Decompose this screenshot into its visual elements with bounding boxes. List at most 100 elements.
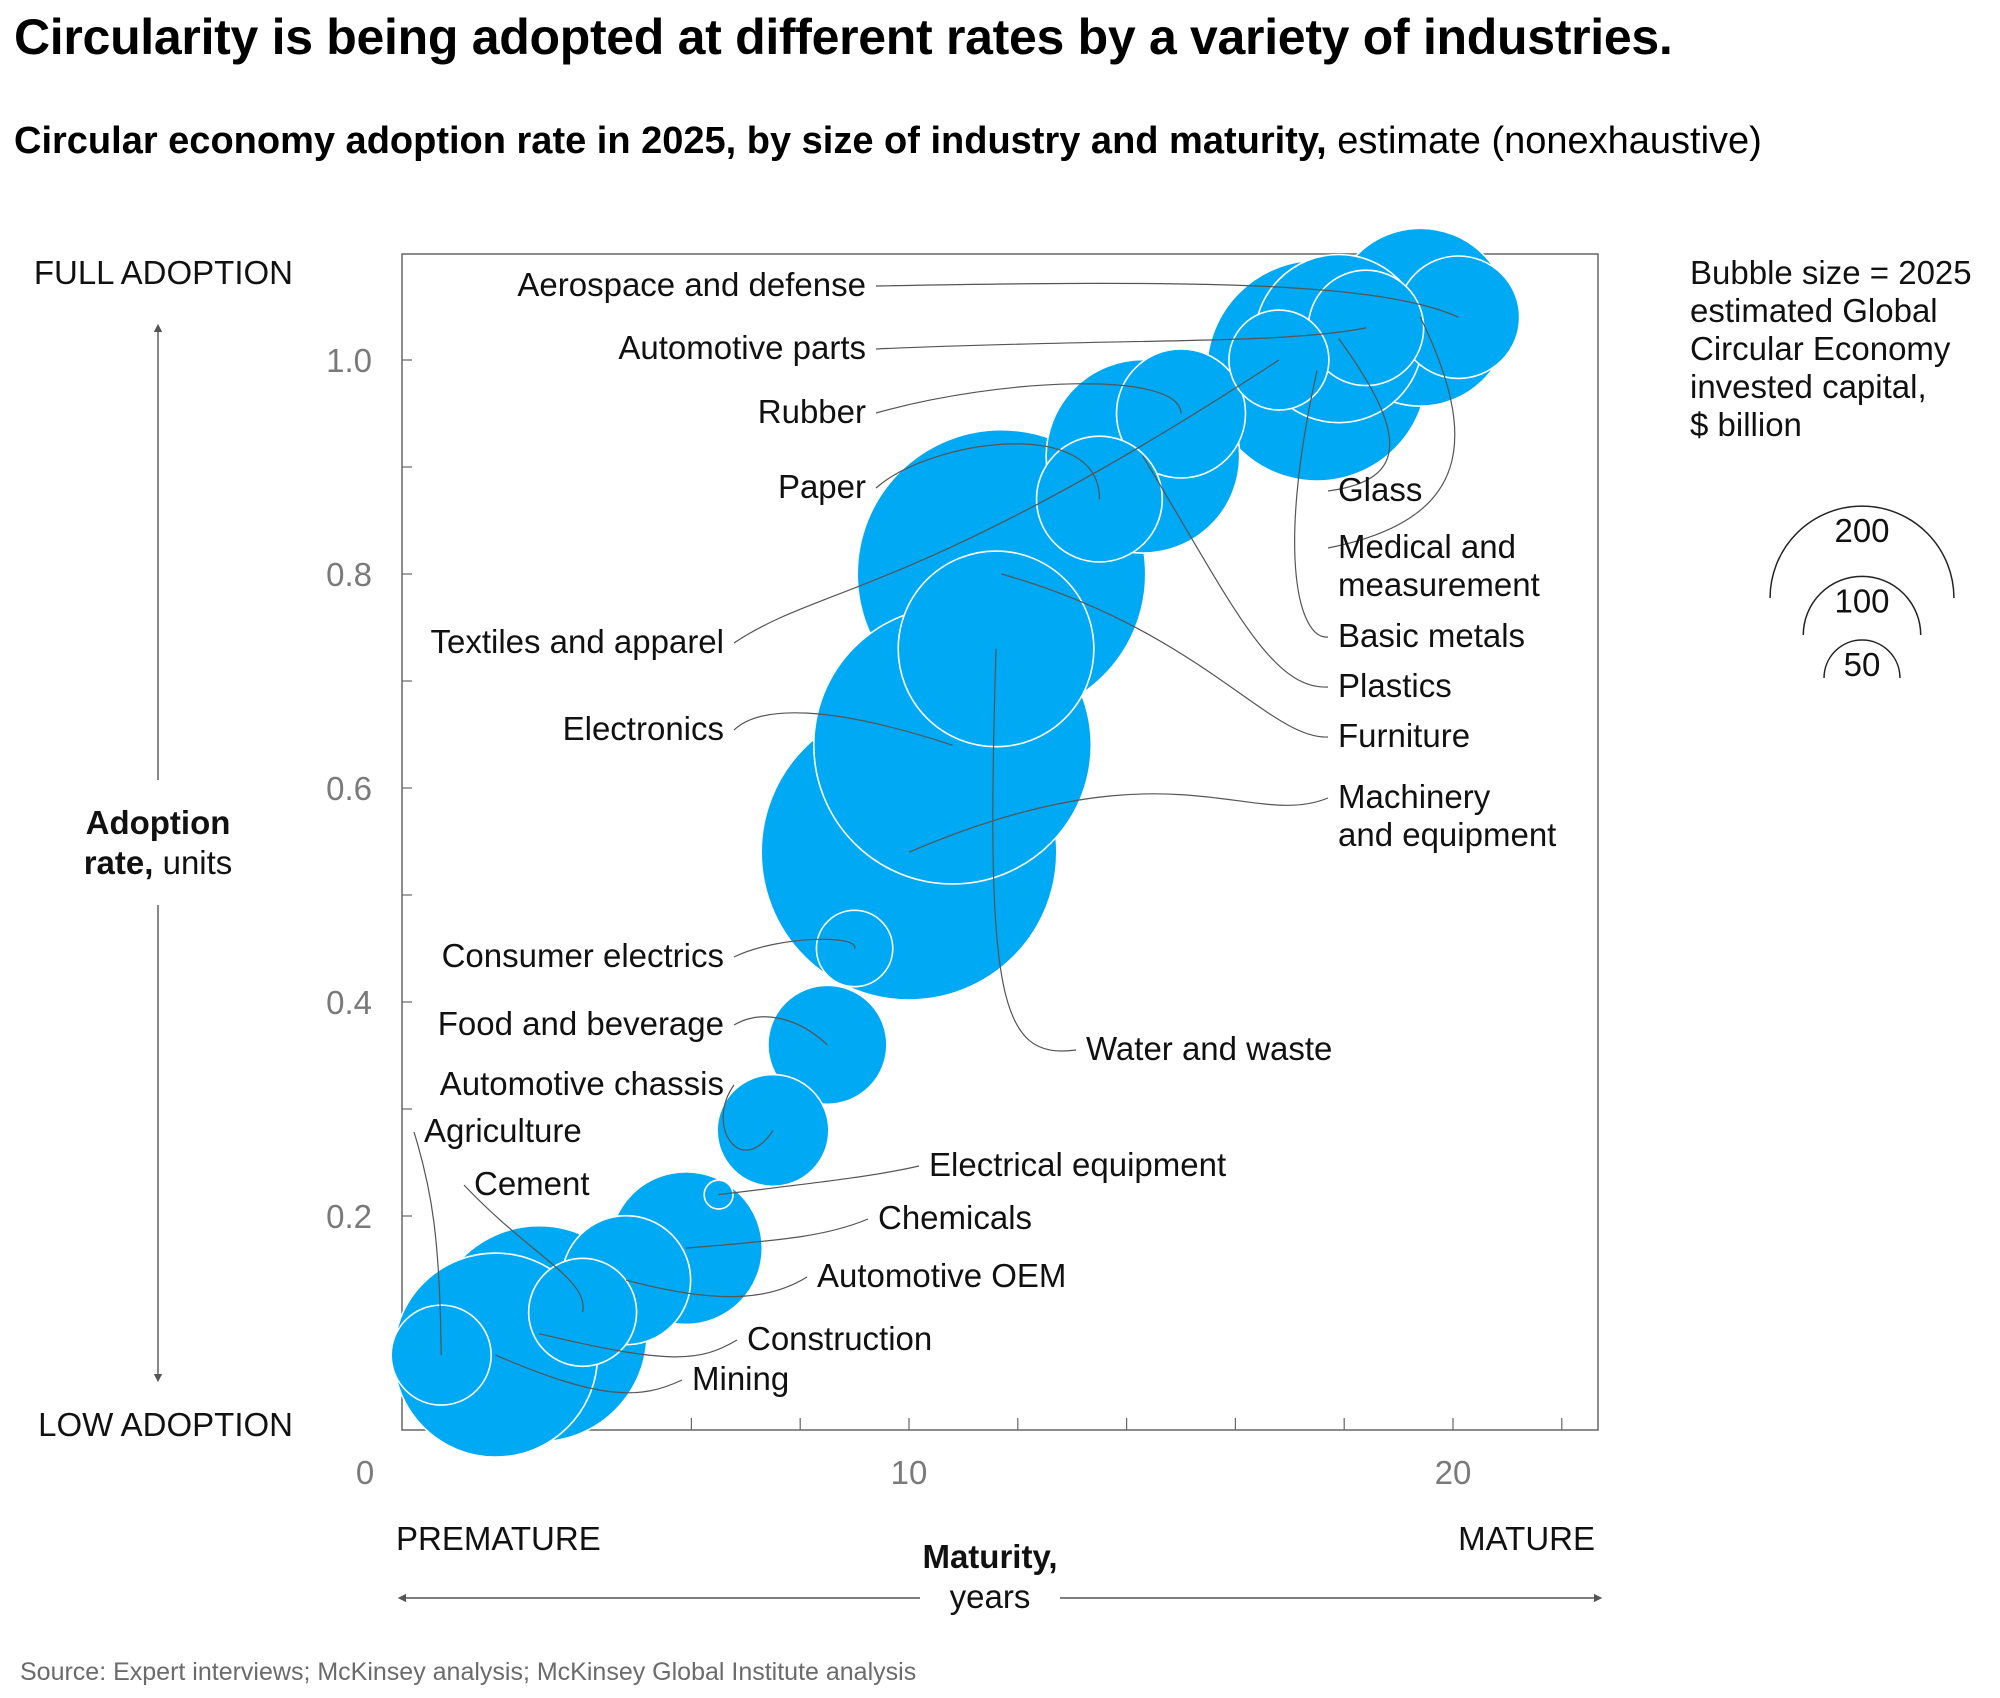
leader-automotive-oem — [625, 1276, 808, 1298]
y-tick-label: 0.6 — [326, 770, 372, 807]
leader-automotive-parts — [875, 327, 1367, 350]
label-line: Medical and — [1338, 528, 1516, 565]
label-electronics: Electronics — [563, 710, 724, 747]
label-food-and-beverage: Food and beverage — [438, 1005, 724, 1042]
leader-consumer-electrics — [733, 938, 856, 958]
label-line: Paper — [778, 468, 866, 505]
leader-plastics — [1142, 455, 1329, 688]
label-glass: Glass — [1338, 471, 1422, 508]
label-line: Electronics — [563, 710, 724, 747]
legend-title-line: Bubble size = 2025 — [1690, 254, 1972, 291]
label-cement: Cement — [474, 1165, 590, 1202]
legend-size-label: 200 — [1834, 512, 1889, 549]
legend-title-line: estimated Global — [1690, 292, 1938, 329]
leader-agriculture — [413, 1131, 442, 1356]
legend-arc-50 — [1823, 639, 1901, 679]
y-bottom-end-label: LOW ADOPTION — [38, 1406, 293, 1443]
label-line: Glass — [1338, 471, 1422, 508]
leader-electrical-equipment — [718, 1165, 920, 1196]
x-axis-label-bold: Maturity, — [922, 1538, 1057, 1575]
label-line: Basic metals — [1338, 617, 1525, 654]
leader-furniture — [1001, 573, 1329, 738]
x-right-end-label: MATURE — [1458, 1520, 1595, 1557]
label-automotive-oem: Automotive OEM — [817, 1257, 1066, 1294]
leader-aerospace-and-defense — [875, 282, 1459, 318]
label-furniture: Furniture — [1338, 717, 1470, 754]
source-note: Source: Expert interviews; McKinsey anal… — [20, 1658, 917, 1686]
legend-arc-100 — [1802, 575, 1922, 636]
y-top-end-label: FULL ADOPTION — [34, 254, 293, 291]
label-construction: Construction — [747, 1320, 932, 1357]
leader-automotive-chassis — [722, 1084, 774, 1151]
leader-paper — [875, 443, 1101, 500]
legend-title-line: invested capital, — [1690, 368, 1927, 405]
label-line: Agriculture — [424, 1112, 582, 1149]
x-tick-label: 10 — [891, 1454, 928, 1491]
plot-border — [401, 253, 1599, 1431]
leader-rubber — [875, 383, 1182, 414]
leader-medical-and-measurement — [1327, 316, 1456, 549]
label-electrical-equipment: Electrical equipment — [929, 1146, 1226, 1183]
leader-construction — [538, 1333, 738, 1358]
chart-subtitle: Circular economy adoption rate in 2025, … — [14, 120, 1762, 163]
label-line: Aerospace and defense — [517, 266, 866, 303]
label-line: Mining — [692, 1360, 789, 1397]
label-machinery-and-equipment: Machinery and equipment — [1338, 778, 1556, 853]
label-line: Food and beverage — [438, 1005, 724, 1042]
bubble-electrical-equipment — [703, 1179, 734, 1210]
label-automotive-chassis: Automotive chassis — [440, 1065, 724, 1102]
y-axis-label-regular: units — [153, 844, 232, 881]
label-rubber: Rubber — [758, 393, 866, 430]
label-agriculture: Agriculture — [424, 1112, 582, 1149]
y-axis-label-bold-1: Adoption — [86, 804, 231, 841]
leader-glass — [1327, 338, 1391, 492]
subtitle-regular: estimate (nonexhaustive) — [1326, 120, 1762, 162]
label-basic-metals: Basic metals — [1338, 617, 1525, 654]
label-line: Rubber — [758, 393, 866, 430]
y-axis-label-line-2: rate, units — [84, 844, 233, 881]
leader-food-and-beverage — [733, 1016, 828, 1046]
label-chemicals: Chemicals — [878, 1199, 1032, 1236]
legend-arc-200 — [1769, 505, 1955, 599]
label-mining: Mining — [692, 1360, 789, 1397]
x-tick-label: 20 — [1435, 1454, 1472, 1491]
label-line: Textiles and apparel — [430, 623, 724, 660]
y-tick-label: 0.4 — [326, 984, 372, 1021]
label-line: Furniture — [1338, 717, 1470, 754]
label-textiles-and-apparel: Textiles and apparel — [430, 623, 724, 660]
legend-size-label: 100 — [1834, 582, 1889, 619]
leader-machinery-and-equipment — [908, 793, 1329, 853]
label-water-and-waste: Water and waste — [1086, 1030, 1332, 1067]
label-automotive-parts: Automotive parts — [618, 329, 866, 366]
bubble-paper — [1035, 435, 1164, 563]
label-line: Chemicals — [878, 1199, 1032, 1236]
label-line: measurement — [1338, 566, 1540, 603]
bubble-labels: Machinery and equipment Furniture Electroni… — [424, 266, 1556, 1397]
leader-cement — [463, 1184, 584, 1313]
y-tick-label: 0.2 — [326, 1198, 372, 1235]
label-consumer-electrics: Consumer electrics — [442, 937, 724, 974]
label-line: and equipment — [1338, 816, 1556, 853]
label-medical-and-measurement: Medical and measurement — [1338, 528, 1540, 603]
label-plastics: Plastics — [1338, 667, 1452, 704]
legend-title-line: $ billion — [1690, 406, 1802, 443]
bubble-agriculture — [390, 1304, 492, 1406]
label-line: Automotive parts — [618, 329, 866, 366]
label-aerospace-and-defense: Aerospace and defense — [517, 266, 866, 303]
label-line: Electrical equipment — [929, 1146, 1226, 1183]
label-line: Consumer electrics — [442, 937, 724, 974]
chart-title: Circularity is being adopted at differen… — [14, 9, 1673, 65]
leader-textiles-and-apparel — [733, 359, 1280, 644]
label-line: Automotive OEM — [817, 1257, 1066, 1294]
tick-labels: 0.2 0.4 0.6 0.8 1.0 0 10 20 — [326, 342, 1471, 1491]
subtitle-bold: Circular economy adoption rate in 2025, … — [14, 120, 1327, 162]
leader-water-and-waste — [992, 648, 1077, 1052]
leader-electronics — [733, 712, 953, 746]
y-tick-label: 0.8 — [326, 556, 372, 593]
leader-chemicals — [685, 1218, 869, 1249]
x-tick-label: 0 — [356, 1454, 374, 1491]
label-line: Machinery — [1338, 778, 1491, 815]
legend-size-label: 50 — [1844, 646, 1881, 683]
